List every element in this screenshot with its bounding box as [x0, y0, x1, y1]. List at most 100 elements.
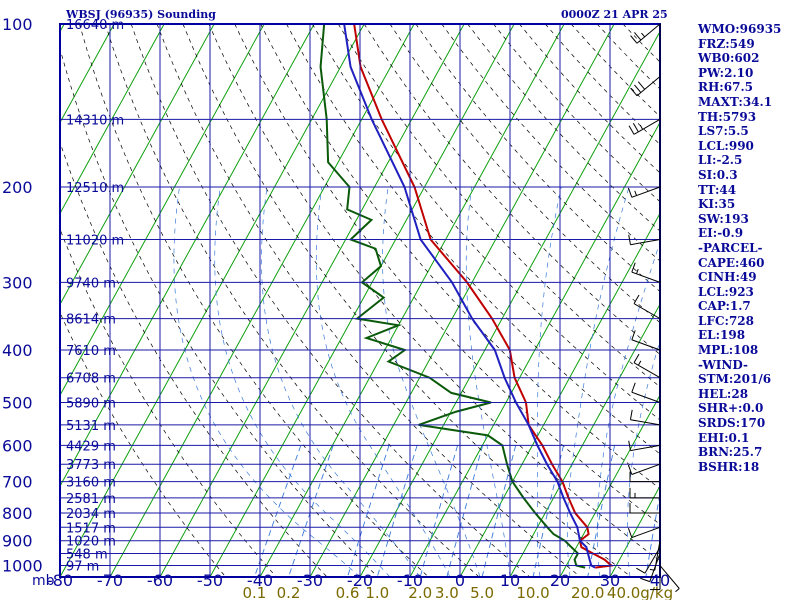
isotherm-line [459, 212, 660, 577]
index-line: MPL:108 [698, 343, 759, 358]
wind-barb [628, 234, 661, 246]
pressure-label: 400 [2, 341, 33, 360]
height-label: 2034 m [66, 507, 116, 522]
wind-barb [633, 294, 661, 320]
wind-barb-half [675, 588, 680, 593]
mixing-ratio-line [376, 445, 418, 577]
mixing-ratio-label: 2.0 [408, 584, 432, 600]
dry-adiabat [60, 47, 379, 577]
wind-barb [629, 503, 660, 514]
wind-barb [649, 540, 661, 571]
wind-barb-staff [633, 362, 661, 379]
wind-barb [633, 353, 661, 379]
index-line: TH:5793 [698, 109, 757, 124]
index-line: CAPE:460 [698, 255, 765, 270]
pressure-label: 1000 [2, 557, 43, 576]
wind-barb [628, 118, 661, 135]
index-line: BRN:25.7 [698, 445, 763, 460]
height-label: 4429 m [66, 439, 116, 454]
wind-barb-flag [634, 32, 642, 41]
wind-barb [630, 23, 661, 44]
wind-barb-flag [630, 87, 638, 97]
pressure-label: 600 [2, 436, 33, 455]
wind-barb-flag [627, 464, 633, 475]
index-line: WMO:96935 [698, 22, 782, 36]
wind-barb-flag [631, 262, 636, 273]
dry-adiabat [79, 24, 429, 577]
wind-barb [629, 471, 660, 483]
dry-adiabat [60, 228, 277, 577]
index-line: KI:35 [698, 197, 736, 212]
wind-barb [659, 565, 680, 593]
height-label: 1020 m [66, 535, 116, 550]
wind-barb [631, 262, 661, 283]
wind-barb-flag [631, 330, 636, 340]
wind-barb [628, 440, 661, 452]
index-line: FRZ:549 [698, 36, 755, 51]
wind-barb-staff [630, 444, 661, 452]
index-line: EHI:0.1 [698, 430, 750, 445]
temperature-tick-label: -70 [97, 571, 123, 590]
temperature-tick-label: 30 [600, 571, 620, 590]
moist-adiabat [626, 339, 660, 577]
wind-barb-staff [631, 186, 661, 198]
moist-adiabat [596, 241, 660, 577]
height-label: 16640 m [66, 18, 124, 33]
isotherm-line [60, 24, 65, 33]
temperature-tick-label: -50 [197, 571, 223, 590]
isotherm-line [359, 30, 660, 577]
wind-barb-flag [627, 527, 633, 538]
wind-barb [631, 330, 661, 351]
index-line: CINH:49 [698, 270, 757, 285]
dry-adiabat [156, 24, 581, 577]
index-line: MAXT:34.1 [698, 94, 773, 109]
index-line: CAP:1.7 [698, 299, 751, 314]
wind-barb-flag [633, 294, 640, 304]
isotherm-line [259, 24, 565, 577]
mixing-ratio-label: 1.0 [365, 584, 389, 600]
temperature-tick-label: 0 [455, 571, 465, 590]
wind-barb-flag [631, 382, 636, 393]
pressure-label: 100 [2, 15, 33, 34]
moist-adiabat [173, 186, 361, 577]
mixing-ratio-line [645, 490, 660, 577]
height-label: 1517 m [66, 521, 116, 536]
mixing-ratio-line [288, 445, 334, 577]
index-line: EL:198 [698, 328, 746, 343]
indices-panel: WMO:96935 FRZ:549 WB0:602 PW:2.10 RH:67.5 MAX… [698, 22, 798, 474]
height-label: 11020 m [66, 233, 124, 248]
dry-adiabat [389, 24, 660, 324]
moist-adiabat [261, 186, 421, 577]
pressure-label: 800 [2, 504, 33, 523]
index-line: SI:0.3 [698, 167, 738, 182]
wind-barb [650, 559, 661, 591]
index-line: TT:44 [698, 182, 737, 197]
height-label: 7610 m [66, 344, 116, 359]
wind-barb-flag [633, 353, 640, 363]
moist-adiabat [566, 186, 630, 577]
wind-barb-flag [629, 409, 633, 420]
wind-barb-staff [633, 118, 661, 135]
temperature-tick-label: -10 [397, 571, 423, 590]
temperature-tick-label: -40 [247, 571, 273, 590]
isotherm-line [60, 24, 215, 306]
temperature-tick-label: -60 [147, 571, 173, 590]
dry-adiabat [60, 141, 328, 577]
moist-adiabat [536, 186, 562, 577]
mixing-ratio-label: 5.0 [470, 584, 494, 600]
wind-barb-staff [631, 339, 661, 351]
dry-adiabat [260, 24, 660, 490]
temperature-tick-label: -20 [347, 571, 373, 590]
index-line: -PARCEL- [698, 240, 763, 255]
wind-barb-flag [636, 567, 646, 574]
pressure-label: 300 [2, 273, 33, 292]
wind-barb [631, 382, 661, 403]
dry-adiabat [182, 24, 632, 577]
isotherm-line [559, 394, 660, 577]
wind-barb [630, 76, 661, 97]
index-line: HEL:28 [698, 386, 749, 401]
isotherm-line [209, 24, 515, 577]
index-line: LS7:5.5 [698, 124, 749, 139]
index-line: BSHR:18 [698, 459, 760, 474]
